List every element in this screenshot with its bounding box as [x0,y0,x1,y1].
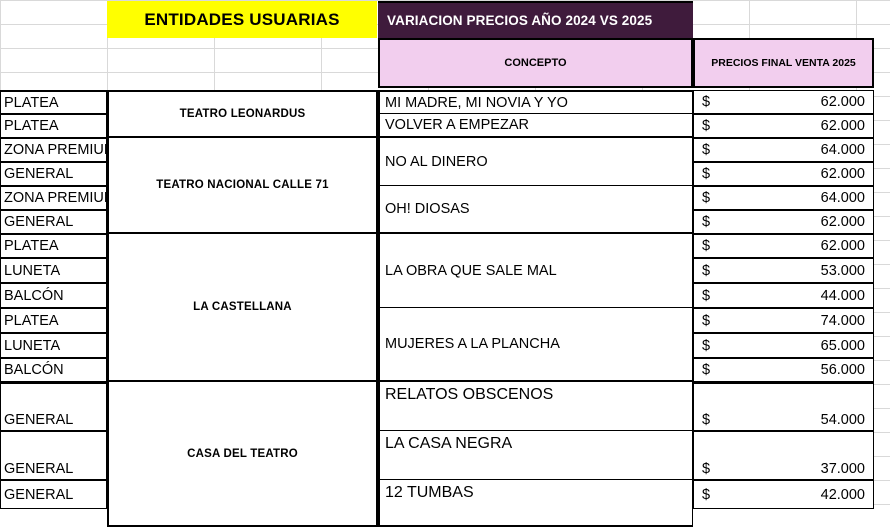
price-cell: $ 54.000 [693,382,874,431]
zone-cell: PLATEA [0,308,107,333]
venue-cell-teatro-leonardus: TEATRO LEONARDUS [107,90,378,138]
price-cell: $ 42.000 [693,480,874,509]
price-cell: $ 64.000 [693,138,874,162]
price-amount: 62.000 [820,94,865,110]
zone-cell: GENERAL [0,162,107,186]
price-cell: $ 56.000 [693,358,874,382]
venue-cell-teatro-nacional-calle-71: TEATRO NACIONAL CALLE 71 [107,138,378,234]
price-amount: 42.000 [820,486,865,503]
price-cell: $ 53.000 [693,258,874,283]
currency-symbol: $ [702,362,711,378]
concept-cell-volver-a-empezar: VOLVER A EMPEZAR [378,114,693,138]
price-amount: 62.000 [820,214,865,230]
price-amount: 53.000 [820,262,865,279]
currency-symbol: $ [702,486,711,503]
price-amount: 64.000 [820,190,865,206]
concept-cell-relatos-obscenos: RELATOS OBSCENOS [378,382,693,431]
price-cell: $ 62.000 [693,162,874,186]
venue-cell-casa-del-teatro: CASA DEL TEATRO [107,382,378,527]
price-amount: 44.000 [820,287,865,304]
zone-cell: BALCÓN [0,283,107,308]
currency-symbol: $ [702,412,711,428]
zone-cell: GENERAL [0,431,107,480]
zone-cell: ZONA PREMIUM [0,186,107,210]
price-cell: $ 62.000 [693,90,874,114]
price-amount: 74.000 [820,312,865,329]
price-cell: $ 64.000 [693,186,874,210]
zone-cell: LUNETA [0,333,107,358]
currency-symbol: $ [702,238,711,254]
price-cell: $ 37.000 [693,431,874,480]
price-amount: 64.000 [820,142,865,158]
concept-cell-la-obra-que-sale-mal: LA OBRA QUE SALE MAL [378,234,693,308]
zone-cell: ZONA PREMIUM [0,138,107,162]
concept-cell-mujeres-a-la-plancha: MUJERES A LA PLANCHA [378,308,693,382]
currency-symbol: $ [702,312,711,329]
concept-cell-la-casa-negra: LA CASA NEGRA [378,431,693,480]
header-precios-final-venta: PRECIOS FINAL VENTA 2025 [693,38,874,88]
zone-cell: BALCÓN [0,358,107,382]
currency-symbol: $ [702,142,711,158]
currency-symbol: $ [702,190,711,206]
zone-cell: LUNETA [0,258,107,283]
venue-cell-la-castellana: LA CASTELLANA [107,234,378,382]
currency-symbol: $ [702,287,711,304]
price-cell: $ 65.000 [693,333,874,358]
concept-cell-mi-madre-mi-novia-y-yo: MI MADRE, MI NOVIA Y YO [378,90,693,114]
currency-symbol: $ [702,214,711,230]
zone-cell: GENERAL [0,210,107,234]
price-cell: $ 74.000 [693,308,874,333]
concept-cell-oh-diosas: OH! DIOSAS [378,186,693,234]
currency-symbol: $ [702,118,711,134]
concept-cell-no-al-dinero: NO AL DINERO [378,138,693,186]
price-amount: 37.000 [820,461,865,477]
currency-symbol: $ [702,94,711,110]
zone-cell: PLATEA [0,90,107,114]
entidades-usuarias-banner: ENTIDADES USUARIAS [107,1,377,38]
currency-symbol: $ [702,262,711,279]
zone-cell: GENERAL [0,480,107,509]
price-cell: $ 62.000 [693,114,874,138]
concept-cell-12-tumbas: 12 TUMBAS [378,480,693,527]
header-concepto: CONCEPTO [378,38,693,88]
price-amount: 56.000 [820,362,865,378]
currency-symbol: $ [702,166,711,182]
zone-cell: PLATEA [0,114,107,138]
price-amount: 54.000 [820,412,865,428]
price-cell: $ 62.000 [693,234,874,258]
price-amount: 62.000 [820,118,865,134]
price-amount: 62.000 [820,238,865,254]
zone-cell: PLATEA [0,234,107,258]
price-cell: $ 44.000 [693,283,874,308]
price-amount: 65.000 [820,337,865,354]
currency-symbol: $ [702,461,711,477]
price-amount: 62.000 [820,166,865,182]
price-cell: $ 62.000 [693,210,874,234]
variacion-precios-banner: VARIACION PRECIOS AÑO 2024 VS 2025 [378,1,693,38]
zone-cell: GENERAL [0,382,107,431]
currency-symbol: $ [702,337,711,354]
